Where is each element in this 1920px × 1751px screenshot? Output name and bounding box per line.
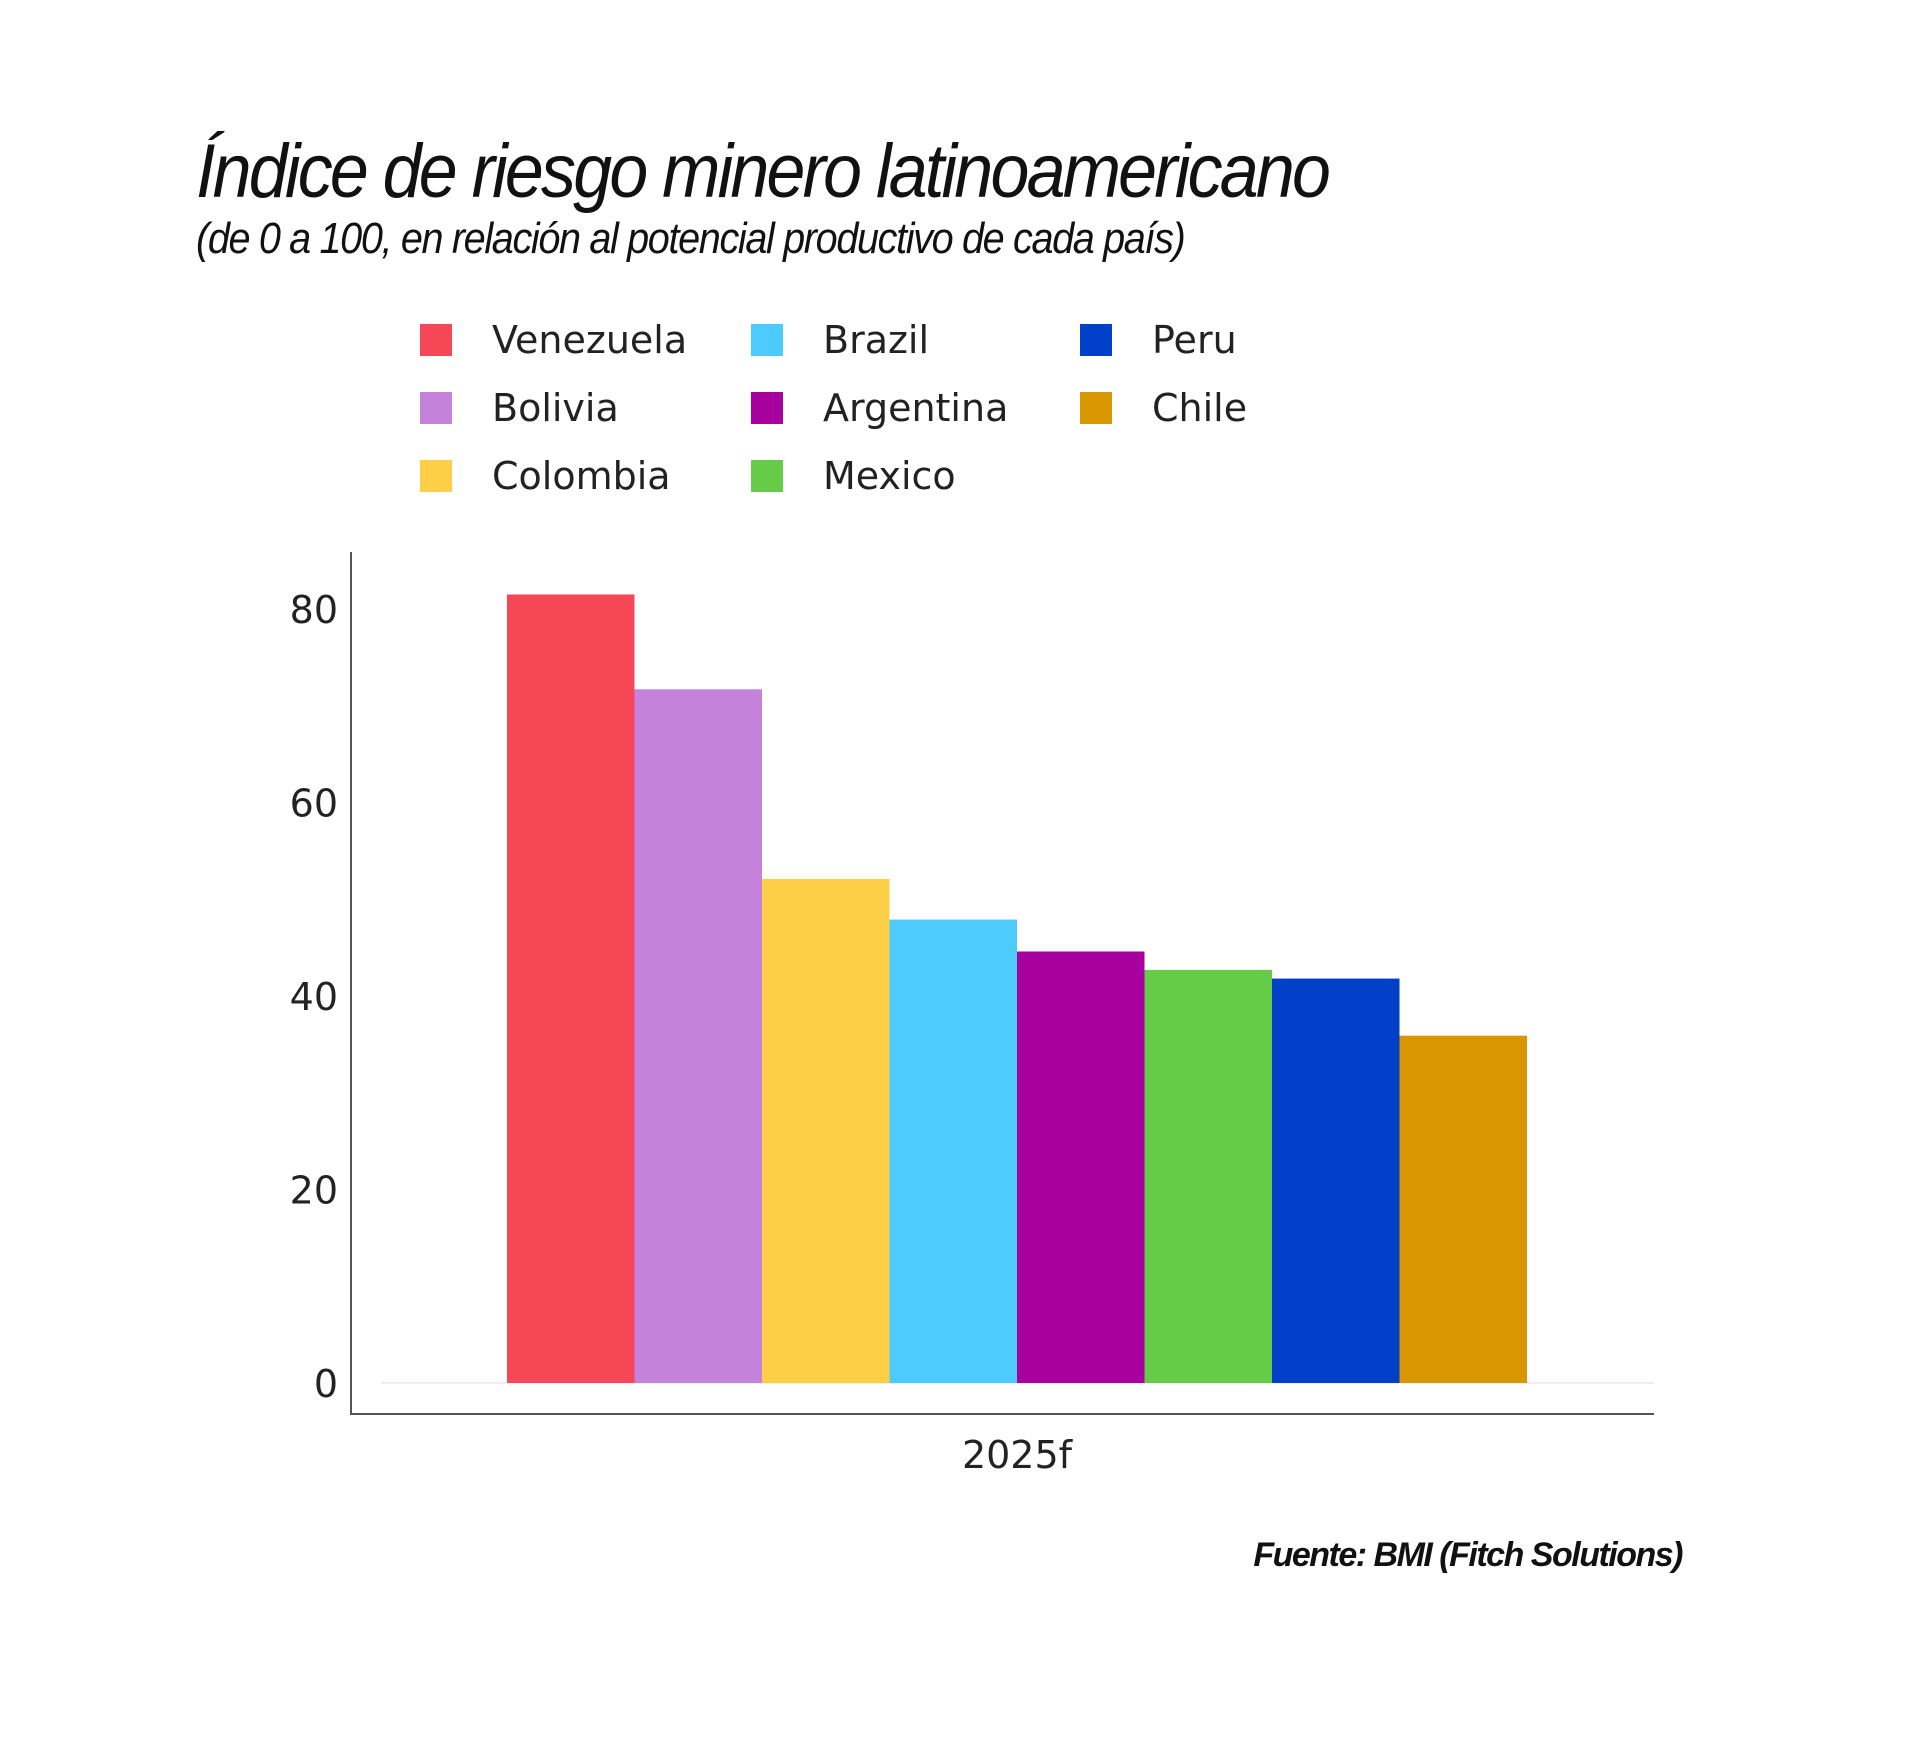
- bar-venezuela: [507, 594, 635, 1383]
- legend-label: Peru: [1152, 318, 1237, 362]
- bar-chile: [1399, 1035, 1527, 1383]
- legend-item-brazil: Brazil: [751, 318, 929, 362]
- legend-swatch: [1080, 392, 1112, 424]
- legend-swatch: [751, 324, 783, 356]
- bar-argentina: [1017, 951, 1145, 1383]
- legend-label: Argentina: [823, 386, 1009, 430]
- legend-item-mexico: Mexico: [751, 454, 956, 498]
- legend-item-colombia: Colombia: [420, 454, 671, 498]
- y-tick-label: 20: [290, 1169, 338, 1213]
- legend-swatch: [751, 460, 783, 492]
- legend-swatch: [1080, 324, 1112, 356]
- bar-peru: [1272, 978, 1400, 1383]
- legend-item-peru: Peru: [1080, 318, 1237, 362]
- legend-label: Brazil: [823, 318, 930, 362]
- source-note: Fuente: BMI (Fitch Solutions): [1253, 1536, 1683, 1574]
- y-tick-label: 60: [290, 782, 338, 826]
- legend-item-venezuela: Venezuela: [420, 318, 687, 362]
- chart-subtitle: (de 0 a 100, en relación al potencial pr…: [196, 214, 1186, 263]
- legend-label: Venezuela: [492, 318, 688, 362]
- bar-bolivia: [634, 689, 762, 1383]
- bar-colombia: [762, 878, 890, 1383]
- legend-swatch: [420, 324, 452, 356]
- chart-title: Índice de riesgo minero latinoamericano: [196, 129, 1331, 214]
- legend-item-chile: Chile: [1080, 386, 1247, 430]
- bar-brazil: [889, 919, 1017, 1383]
- legend-item-argentina: Argentina: [751, 386, 1008, 430]
- legend-label: Mexico: [823, 454, 956, 498]
- legend-label: Bolivia: [492, 386, 619, 430]
- y-tick-label: 80: [290, 588, 338, 632]
- legend-label: Colombia: [492, 454, 671, 498]
- bar-mexico: [1144, 969, 1272, 1383]
- legend-label: Chile: [1152, 386, 1248, 430]
- legend-swatch: [420, 392, 452, 424]
- y-tick-label: 0: [314, 1362, 338, 1406]
- legend-item-bolivia: Bolivia: [420, 386, 619, 430]
- legend-swatch: [420, 460, 452, 492]
- x-tick-label: 2025f: [962, 1433, 1074, 1477]
- legend-swatch: [751, 392, 783, 424]
- y-tick-label: 40: [290, 975, 338, 1019]
